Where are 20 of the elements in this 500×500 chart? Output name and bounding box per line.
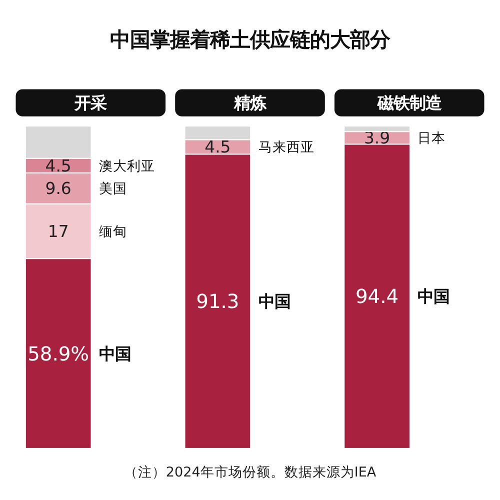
x-tick-label: 精炼: [233, 94, 267, 113]
data-label: 9.6: [45, 179, 72, 198]
data-label: 94.4: [355, 285, 399, 308]
series-label: 马来西亚: [258, 140, 314, 156]
series-label: 澳大利亚: [98, 158, 155, 174]
text: 中国: [418, 287, 450, 306]
text: 中国: [258, 292, 290, 312]
series-label: 美国: [98, 181, 127, 198]
x-tick-label: 开采: [74, 94, 107, 113]
series-label: 日本: [418, 130, 446, 147]
data-label: 91.3: [196, 290, 240, 314]
text: （注）2024年市场份额。数据来源为IEA: [124, 464, 377, 481]
x-tick-label: 磁铁制造: [376, 94, 442, 113]
data-label: 4.5: [204, 138, 231, 157]
chart-title: 中国掌握着稀土供应链的大部分: [110, 28, 391, 52]
series-label: 缅甸: [98, 224, 127, 240]
data-label: 58.9%: [28, 342, 90, 366]
series-label: 中国: [98, 344, 131, 364]
data-label: 4.5: [45, 156, 72, 176]
data-label: 17: [48, 222, 69, 241]
